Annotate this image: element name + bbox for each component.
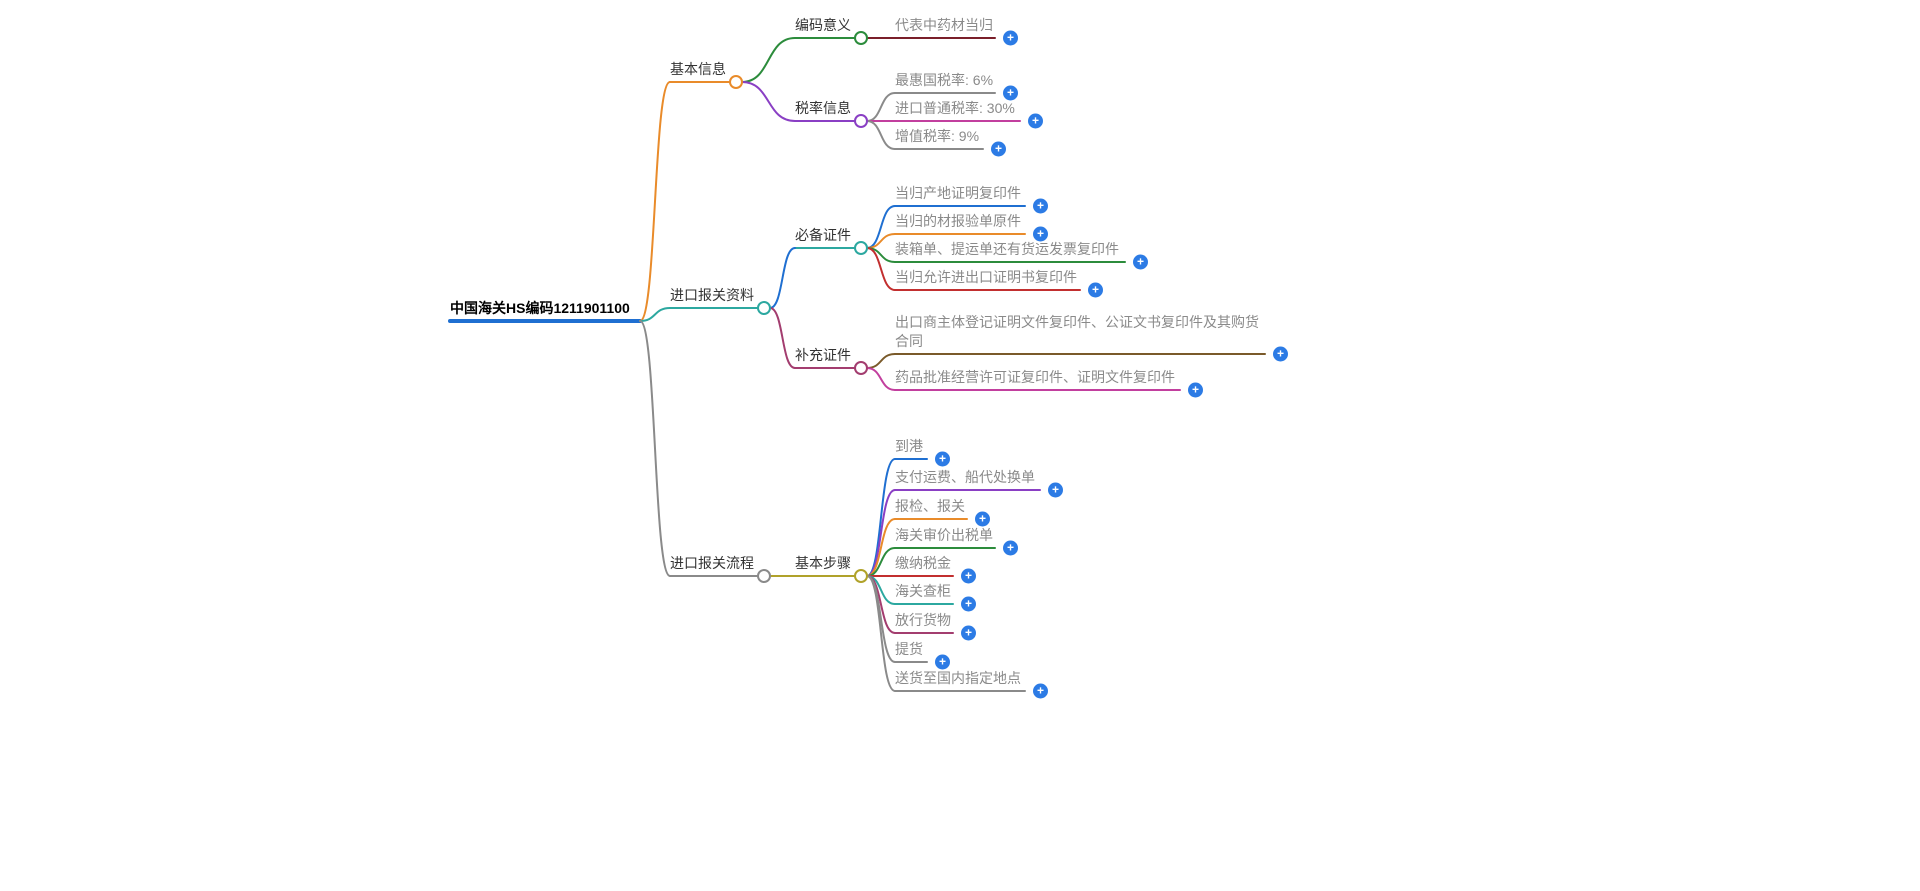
- expand-circle[interactable]: [854, 241, 868, 255]
- leaf-node[interactable]: 海关查柜: [895, 581, 951, 604]
- add-icon[interactable]: +: [1033, 684, 1048, 699]
- leaf-node[interactable]: 药品批准经营许可证复印件、证明文件复印件: [895, 367, 1175, 390]
- add-icon[interactable]: +: [991, 142, 1006, 157]
- leaf-node[interactable]: 缴纳税金: [895, 553, 951, 576]
- leaf-node[interactable]: 出口商主体登记证明文件复印件、公证文书复印件及其购货合同: [895, 313, 1265, 354]
- expand-circle[interactable]: [757, 301, 771, 315]
- branch-node[interactable]: 基本步骤: [795, 553, 851, 576]
- leaf-node[interactable]: 增值税率: 9%: [895, 126, 979, 149]
- root-node[interactable]: 中国海关HS编码1211901100: [450, 298, 630, 321]
- leaf-node[interactable]: 报检、报关: [895, 496, 965, 519]
- branch-node[interactable]: 基本信息: [670, 59, 726, 82]
- leaf-node[interactable]: 最惠国税率: 6%: [895, 70, 993, 93]
- add-icon[interactable]: +: [1273, 347, 1288, 362]
- add-icon[interactable]: +: [961, 569, 976, 584]
- leaf-node[interactable]: 当归允许进出口证明书复印件: [895, 267, 1077, 290]
- leaf-node[interactable]: 当归产地证明复印件: [895, 183, 1021, 206]
- add-icon[interactable]: +: [1048, 483, 1063, 498]
- branch-node[interactable]: 补充证件: [795, 345, 851, 368]
- add-icon[interactable]: +: [1133, 255, 1148, 270]
- leaf-node[interactable]: 进口普通税率: 30%: [895, 98, 1015, 121]
- leaf-node[interactable]: 提货: [895, 639, 923, 662]
- add-icon[interactable]: +: [1088, 283, 1103, 298]
- add-icon[interactable]: +: [1003, 541, 1018, 556]
- leaf-node[interactable]: 海关审价出税单: [895, 525, 993, 548]
- add-icon[interactable]: +: [1033, 199, 1048, 214]
- add-icon[interactable]: +: [1188, 383, 1203, 398]
- expand-circle[interactable]: [854, 31, 868, 45]
- leaf-node[interactable]: 放行货物: [895, 610, 951, 633]
- add-icon[interactable]: +: [961, 597, 976, 612]
- add-icon[interactable]: +: [935, 452, 950, 467]
- expand-circle[interactable]: [854, 114, 868, 128]
- add-icon[interactable]: +: [1003, 31, 1018, 46]
- branch-node[interactable]: 编码意义: [795, 15, 851, 38]
- leaf-node[interactable]: 装箱单、提运单还有货运发票复印件: [895, 239, 1119, 262]
- leaf-node[interactable]: 送货至国内指定地点: [895, 668, 1021, 691]
- expand-circle[interactable]: [729, 75, 743, 89]
- add-icon[interactable]: +: [961, 626, 976, 641]
- branch-node[interactable]: 税率信息: [795, 98, 851, 121]
- add-icon[interactable]: +: [1028, 114, 1043, 129]
- expand-circle[interactable]: [757, 569, 771, 583]
- leaf-node[interactable]: 支付运费、船代处换单: [895, 467, 1035, 490]
- branch-node[interactable]: 必备证件: [795, 225, 851, 248]
- branch-node[interactable]: 进口报关流程: [670, 553, 754, 576]
- leaf-node[interactable]: 代表中药材当归: [895, 15, 993, 38]
- branch-node[interactable]: 进口报关资料: [670, 285, 754, 308]
- expand-circle[interactable]: [854, 569, 868, 583]
- leaf-node[interactable]: 当归的材报验单原件: [895, 211, 1021, 234]
- leaf-node[interactable]: 到港: [895, 436, 923, 459]
- expand-circle[interactable]: [854, 361, 868, 375]
